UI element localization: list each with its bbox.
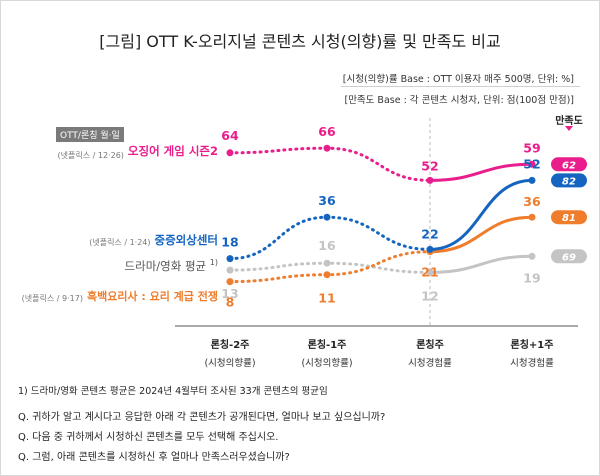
chart-title: [그림] OTT K-오리지널 콘텐츠 시청(의향)률 및 만족도 비교 xyxy=(99,32,501,51)
data-point xyxy=(528,252,536,260)
satisfaction-badge xyxy=(551,157,587,172)
data-point xyxy=(528,176,536,184)
satisfaction-badge xyxy=(551,173,587,188)
data-label: 64 xyxy=(221,128,239,143)
satisfaction-badge xyxy=(551,249,587,264)
data-label: 66 xyxy=(318,124,336,139)
data-point xyxy=(426,268,434,276)
satisfaction-value: 69 xyxy=(562,252,576,263)
data-point xyxy=(426,245,434,253)
data-point xyxy=(323,259,331,267)
data-label: 18 xyxy=(221,235,238,250)
data-point xyxy=(323,271,331,279)
series-line-experience xyxy=(428,178,534,251)
question-1: Q. 귀하가 알고 계시다고 응답한 아래 각 콘텐츠가 공개된다면, 얼마나 … xyxy=(18,412,386,423)
series-line-intent xyxy=(228,146,432,182)
series-name-label: 중증외상센터 xyxy=(155,233,218,247)
x-tick-label: 론칭-2주 xyxy=(211,338,250,351)
satisfaction-value: 62 xyxy=(562,160,576,171)
series-name-label: 드라마/영화 평균 1) xyxy=(125,258,218,273)
data-label: 22 xyxy=(421,226,438,241)
data-label: 11 xyxy=(318,291,335,306)
data-label: 8 xyxy=(226,295,235,310)
x-tick-label: 론칭-1주 xyxy=(308,338,347,351)
data-point xyxy=(226,149,234,157)
series-name-label: 오징어 게임 시즌2 xyxy=(128,144,218,158)
base-note-view-rate: [시청(의향)률 Base : OTT 이용자 매주 500명, 단위: %] xyxy=(342,74,574,85)
satisfaction-header: 만족도 xyxy=(555,116,583,127)
footnote: 1) 드라마/영화 콘텐츠 평균은 2024년 4월부터 조사된 33개 콘텐츠… xyxy=(18,386,328,397)
satisfaction-value: 81 xyxy=(562,213,576,224)
series-line-experience xyxy=(428,162,534,182)
series-line-intent xyxy=(228,250,432,284)
data-point xyxy=(323,213,331,221)
x-tick-sublabel: (시청의향률) xyxy=(301,357,352,369)
data-point xyxy=(426,176,434,184)
base-note-satisfaction: [만족도 Base : 각 콘텐츠 시청자, 단위: 점(100점 만점)] xyxy=(344,95,574,106)
satisfaction-marker-icon xyxy=(565,126,573,131)
x-tick-sublabel: (시청의향률) xyxy=(204,357,255,369)
data-label: 19 xyxy=(523,270,540,285)
question-3: Q. 그럼, 아래 콘텐츠를 시청하신 후 얼마나 만족스러우셨습니까? xyxy=(18,452,290,463)
data-label: 36 xyxy=(318,193,336,208)
data-label: 36 xyxy=(523,194,541,209)
data-label: 59 xyxy=(523,140,540,155)
footnote-marker: 1) xyxy=(210,258,218,267)
x-tick-label: 론칭+1주 xyxy=(511,338,554,351)
ott-launch-date-header: OTT/론칭 월·일 xyxy=(56,127,124,142)
series-source-label: (넷플릭스 / 1·24) xyxy=(89,237,150,247)
data-point xyxy=(323,144,331,152)
data-point xyxy=(226,266,234,274)
x-tick-label: 론칭주 xyxy=(416,338,444,351)
data-label: 16 xyxy=(318,238,336,253)
data-point xyxy=(528,213,536,221)
series-source-label: (넷플릭스 / 9·17) xyxy=(22,293,83,303)
base-note-divider xyxy=(341,86,580,87)
data-label: 12 xyxy=(421,288,438,303)
series-name-label: 흑백요리사 : 요리 계급 전쟁 xyxy=(87,289,218,303)
data-label: 52 xyxy=(523,156,540,171)
data-point xyxy=(226,278,234,286)
x-tick-sublabel: 시청경험률 xyxy=(510,357,554,369)
series-line-experience xyxy=(428,215,534,254)
series-line-experience xyxy=(428,254,534,274)
data-point xyxy=(528,160,536,168)
satisfaction-value: 82 xyxy=(562,176,576,187)
data-label: 21 xyxy=(421,265,438,280)
x-tick-sublabel: 시청경험률 xyxy=(408,357,452,369)
data-label: 13 xyxy=(221,286,238,301)
question-2: Q. 다음 중 귀하께서 시청하신 콘텐츠를 모두 선택해 주십시오. xyxy=(18,432,279,443)
data-label: 52 xyxy=(421,158,438,173)
series-source-label: (넷플릭스 / 12·26) xyxy=(58,150,124,160)
data-point xyxy=(226,255,234,263)
satisfaction-badge xyxy=(551,210,587,225)
